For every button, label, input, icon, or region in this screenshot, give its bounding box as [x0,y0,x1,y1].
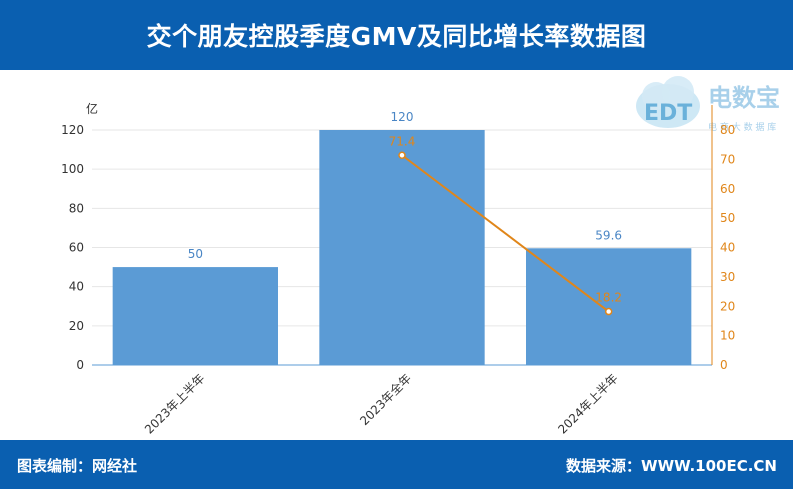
y-tick-label: 40 [69,280,84,294]
header-bar: 交个朋友控股季度GMV及同比增长率数据图 [0,0,793,70]
y-tick-label: 20 [69,319,84,333]
x-tick-label: 2023年全年 [356,371,414,429]
y2-tick-label: 60 [720,182,735,196]
bar-data-label: 120 [391,110,414,124]
chart-title: 交个朋友控股季度GMV及同比增长率数据图 [146,22,647,51]
bar-series: 50 120 59.6 [112,110,692,365]
watermark-logo: EDT 电数宝 电 商 大 数 据 库 [636,76,780,133]
line-data-label: 71.4 [389,134,416,148]
y-tick-label: 60 [69,241,84,255]
footer-source: 数据来源：WWW.100EC.CN [566,457,777,475]
y2-tick-label: 20 [720,299,735,313]
bar-data-label: 59.6 [595,228,622,242]
watermark-sub-text: 电 商 大 数 据 库 [708,121,776,133]
y2-tick-label: 50 [720,211,735,225]
y-tick-label: 0 [76,358,84,372]
y-tick-label: 100 [61,162,84,176]
line-data-label: 18.2 [595,291,622,305]
y2-tick-label: 70 [720,152,735,166]
y-tick-label: 80 [69,201,84,215]
y2-tick-label: 10 [720,329,735,343]
watermark-mark: EDT [644,101,692,126]
line-point [398,151,406,160]
footer-bar: 图表编制：网经社 数据来源：WWW.100EC.CN [0,440,793,489]
y2-tick-label: 0 [720,358,728,372]
y-tick-label: 120 [61,123,84,137]
chart-area: 50 120 59.6 71.4 18.2 0 20 40 60 80 100 120 0 10 20 3… [61,101,735,437]
footer-editor: 图表编制：网经社 [17,457,138,475]
watermark-logo-text: 电数宝 [708,84,780,112]
bar-data-label: 50 [188,247,203,261]
x-tick-label: 2024年上半年 [555,371,620,436]
line-series: 71.4 18.2 [389,134,622,316]
bar [112,267,279,365]
growth-line [401,154,610,313]
y-axis-unit: 亿 [86,101,98,116]
line-point [604,307,613,316]
y2-tick-label: 30 [720,270,735,284]
y2-tick-label: 80 [720,123,735,137]
y2-tick-label: 40 [720,241,735,255]
cloud-icon [636,76,700,128]
bar [526,248,692,365]
x-tick-label: 2023年上半年 [142,371,207,436]
bar [319,130,485,365]
